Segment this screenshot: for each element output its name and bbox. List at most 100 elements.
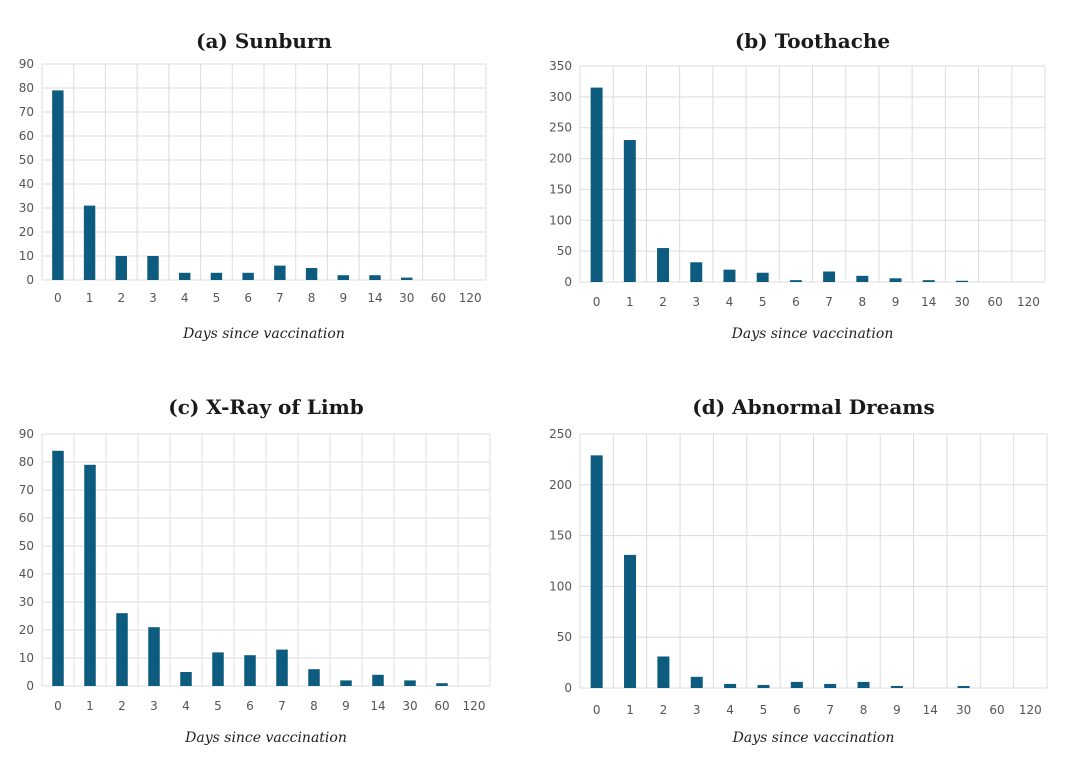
x-tick-label: 3 (692, 295, 700, 309)
bar-day-5 (212, 652, 224, 686)
y-tick-label: 150 (549, 529, 572, 543)
bar-day-30 (957, 685, 970, 688)
bar-day-2 (115, 256, 127, 280)
x-tick-label: 0 (593, 295, 601, 309)
y-tick-label: 90 (19, 427, 34, 441)
bar-day-1 (84, 464, 96, 686)
y-tick-label: 60 (19, 129, 34, 143)
x-tick-label: 30 (954, 295, 969, 309)
x-tick-label: 4 (182, 699, 190, 713)
y-tick-label: 300 (549, 90, 572, 104)
bar-day-5 (756, 272, 769, 282)
bar-day-6 (244, 655, 256, 686)
bar-day-9 (890, 685, 903, 688)
x-tick-label: 7 (826, 703, 834, 717)
x-tick-label: 6 (792, 295, 800, 309)
x-tick-label: 6 (246, 699, 254, 713)
bar-day-4 (724, 683, 737, 688)
x-tick-label: 1 (626, 295, 634, 309)
bar-day-7 (823, 271, 836, 282)
x-tick-label: 7 (278, 699, 286, 713)
x-tick-label: 1 (626, 703, 634, 717)
x-tick-label: 14 (367, 291, 382, 305)
chart-title: (b) Toothache (735, 29, 890, 53)
bar-day-3 (690, 676, 703, 688)
x-tick-label: 2 (118, 699, 126, 713)
x-tick-label: 14 (921, 295, 936, 309)
bar-day-3 (148, 627, 160, 686)
x-axis-label: Days since vaccination (731, 326, 894, 342)
y-tick-label: 90 (19, 57, 34, 71)
y-tick-label: 50 (557, 244, 572, 258)
x-tick-label: 4 (726, 295, 734, 309)
chart-xray-of-limb: (c) X-Ray of Limb 0 10 20 30 40 50 60 70 80 90 0 1 2 3… (19, 395, 491, 746)
y-tick-label: 200 (549, 152, 572, 166)
x-tick-label: 120 (463, 699, 486, 713)
x-tick-label: 6 (793, 703, 801, 717)
x-tick-label: 3 (693, 703, 701, 717)
x-tick-label: 2 (660, 703, 668, 717)
x-tick-label: 5 (759, 295, 767, 309)
y-tick-label: 50 (19, 539, 34, 553)
x-tick-label: 0 (54, 699, 62, 713)
x-tick-label: 0 (54, 291, 62, 305)
x-tick-label: 5 (214, 699, 222, 713)
bar-day-8 (308, 669, 320, 686)
bar-day-30 (401, 277, 413, 280)
bar-day-6 (789, 280, 802, 282)
bar-day-3 (690, 262, 703, 282)
x-tick-label: 4 (726, 703, 734, 717)
x-tick-label: 9 (892, 295, 900, 309)
bar-day-1 (624, 554, 637, 688)
x-tick-label: 2 (117, 291, 125, 305)
x-tick-label: 60 (989, 703, 1004, 717)
y-tick-label: 250 (549, 121, 572, 135)
y-tick-label: 250 (549, 427, 572, 441)
x-tick-label: 3 (150, 699, 158, 713)
y-tick-label: 200 (549, 478, 572, 492)
y-tick-label: 70 (19, 105, 34, 119)
x-tick-label: 120 (459, 291, 482, 305)
bar-day-3 (147, 256, 159, 280)
x-tick-label: 2 (659, 295, 667, 309)
y-tick-label: 20 (19, 623, 34, 637)
x-tick-label: 30 (402, 699, 417, 713)
bar-day-4 (723, 269, 736, 282)
x-tick-label: 14 (370, 699, 385, 713)
x-tick-label: 0 (593, 703, 601, 717)
x-tick-label: 120 (1019, 703, 1042, 717)
bar-day-4 (180, 672, 192, 686)
x-tick-label: 7 (276, 291, 284, 305)
bar-day-9 (340, 680, 352, 686)
y-tick-label: 70 (19, 483, 34, 497)
y-tick-label: 40 (19, 567, 34, 581)
bar-day-7 (276, 649, 288, 686)
y-tick-label: 80 (19, 81, 34, 95)
bar-day-4 (179, 272, 191, 280)
x-tick-label: 9 (342, 699, 350, 713)
x-tick-label: 14 (923, 703, 938, 717)
x-tick-label: 60 (988, 295, 1003, 309)
x-tick-label: 1 (86, 699, 94, 713)
y-tick-label: 150 (549, 182, 572, 196)
x-tick-label: 8 (859, 295, 867, 309)
bar-day-0 (52, 90, 64, 281)
x-axis-label: Days since vaccination (182, 326, 345, 342)
bar-day-60 (436, 683, 448, 686)
bar-day-30 (955, 280, 968, 282)
x-tick-label: 6 (244, 291, 252, 305)
y-tick-label: 10 (19, 249, 34, 263)
x-tick-label: 5 (760, 703, 768, 717)
x-tick-label: 60 (434, 699, 449, 713)
x-tick-label: 60 (431, 291, 446, 305)
chart-sunburn: (a) Sunburn 0 10 20 30 40 50 60 70 80 90 0 1 2 3 4 5 6 7 8 9… (19, 29, 487, 342)
bar-day-5 (757, 684, 770, 688)
x-tick-label: 9 (893, 703, 901, 717)
bar-day-7 (274, 265, 286, 280)
y-tick-label: 0 (26, 679, 34, 693)
y-tick-label: 40 (19, 177, 34, 191)
x-tick-label: 8 (308, 291, 316, 305)
chart-toothache: (b) Toothache 0 50 100 150 200 250 300 350 0 1 2 3 4 5… (549, 29, 1046, 342)
y-tick-label: 0 (26, 273, 34, 287)
x-tick-label: 120 (1017, 295, 1040, 309)
